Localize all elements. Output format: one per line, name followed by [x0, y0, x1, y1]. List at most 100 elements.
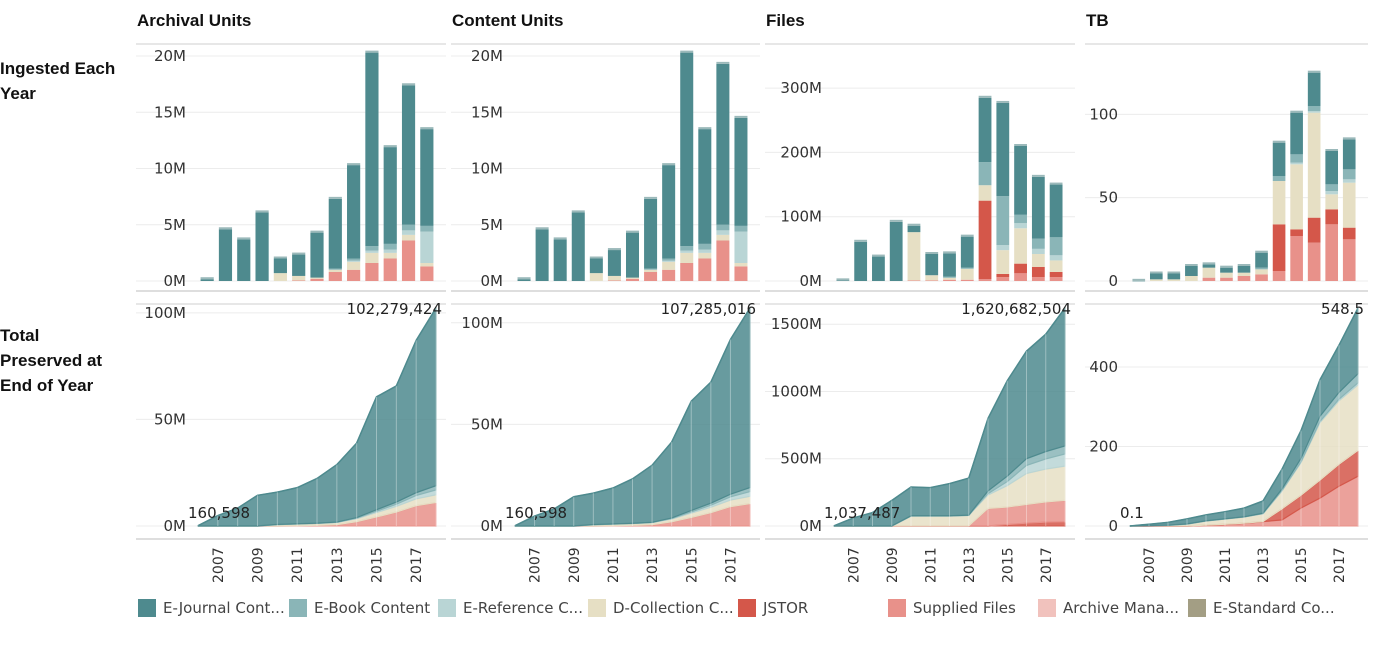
bar-segment-d-collection-c-2016 — [698, 252, 712, 259]
bar-segment-d-collection-c-2017 — [716, 234, 730, 241]
bar-segment-d-collection-c-2016 — [1307, 112, 1321, 218]
bar-segment-e-reference-c-2017 — [1031, 248, 1045, 254]
legend-item-ejournal[interactable]: E-Journal Cont... — [138, 596, 285, 620]
bar-segment-e-journal-cont-2011 — [292, 254, 306, 276]
bar-cap-2015 — [996, 100, 1010, 103]
bar-segment-d-collection-c-2010 — [1202, 267, 1216, 278]
x-tick-label: 2011 — [290, 547, 306, 583]
bar-segment-supplied-files-2012 — [310, 278, 324, 281]
bar-cap-2017 — [401, 83, 416, 86]
bar-cap-2016 — [1014, 144, 1027, 146]
legend-label: JSTOR — [763, 599, 809, 617]
y-tick-label: 100M — [780, 208, 822, 226]
bar-segment-e-journal-cont-2016 — [383, 147, 397, 244]
bar-segment-e-journal-cont-2018 — [1049, 184, 1063, 238]
x-tick-label: 2009 — [1180, 547, 1196, 583]
bar-segment-e-journal-cont-2018 — [1342, 139, 1356, 170]
last-value-label: 548.5 — [1321, 300, 1364, 318]
bar-segment-supplied-files-2014 — [978, 279, 992, 281]
bar-segment-supplied-files-2012 — [943, 279, 956, 281]
x-tick-label: 2009 — [567, 547, 583, 583]
bar-segment-e-journal-cont-2014 — [347, 165, 361, 259]
bar-segment-d-collection-c-2017 — [1031, 254, 1045, 267]
y-tick-label: 5M — [481, 216, 504, 234]
y-tick-label: 10M — [471, 160, 503, 178]
area-line-e-journal-cont — [514, 307, 751, 527]
legend-item-archive-management[interactable]: Archive Mana... — [1038, 596, 1179, 620]
bar-segment-d-collection-c-2007 — [1149, 279, 1163, 281]
y-tick-label: 5M — [164, 216, 187, 234]
bar-segment-e-reference-c-2016 — [1307, 111, 1321, 113]
bar-segment-d-collection-c-2017 — [1325, 194, 1339, 210]
bar-segment-e-journal-cont-2008 — [1167, 273, 1181, 280]
legend-item-jstor[interactable]: JSTOR — [738, 596, 808, 620]
bar-segment-supplied-files-2012 — [625, 278, 640, 281]
bar-segment-e-journal-cont-2013 — [328, 198, 342, 269]
bar-cap-2007 — [1149, 271, 1163, 274]
y-tick-label: 100M — [144, 304, 186, 322]
bar-cap-2012 — [310, 230, 324, 233]
bar-segment-supplied-files-2013 — [1255, 274, 1268, 281]
legend-swatch — [289, 599, 307, 617]
area-panel-2: 0M 500M 1000M 1500M 1,037,487 1,620,682,504 20… — [765, 300, 1075, 583]
legend-item-ebook[interactable]: E-Book Content — [289, 596, 430, 620]
bar-cap-2018 — [420, 127, 434, 130]
bar-cap-2016 — [383, 145, 397, 148]
y-tick-label: 15M — [154, 103, 186, 121]
legend-label: E-Book Content — [314, 599, 431, 617]
bar-segment-e-journal-cont-2006 — [836, 280, 850, 281]
bar-segment-e-journal-cont-2011 — [1220, 267, 1233, 273]
x-tick-label: 2007 — [1142, 547, 1158, 583]
bar-segment-e-journal-cont-2017 — [401, 85, 416, 225]
bar-segment-d-collection-c-2018 — [1049, 260, 1063, 272]
bar-cap-2009 — [889, 219, 903, 222]
bar-segment-e-journal-cont-2007 — [535, 229, 549, 281]
bar-segment-d-collection-c-2015 — [1290, 164, 1303, 230]
bar-segment-d-collection-c-2014 — [978, 185, 992, 201]
legend-item-ereference[interactable]: E-Reference C... — [438, 596, 583, 620]
bar-segment-supplied-files-2018 — [734, 266, 748, 281]
y-tick-label: 0M — [164, 517, 187, 535]
bar-segment-e-journal-cont-2017 — [716, 63, 730, 225]
legend-item-dcollection[interactable]: D-Collection C... — [588, 596, 734, 620]
y-tick-label: 50M — [154, 410, 186, 428]
bar-cap-2018 — [734, 115, 748, 118]
bar-segment-supplied-files-2017 — [1325, 224, 1339, 281]
bar-segment-e-journal-cont-2008 — [553, 239, 567, 281]
legend-item-estandard[interactable]: E-Standard Co... — [1188, 596, 1335, 620]
bar-segment-d-collection-c-2013 — [960, 268, 974, 280]
bar-cap-2006 — [1132, 278, 1146, 281]
x-tick-label: 2009 — [251, 547, 267, 583]
bar-segment-supplied-files-2018 — [420, 266, 434, 281]
bar-panel-0: 0M 5M 10M 15M 20M — [136, 43, 446, 292]
bar-segment-e-journal-cont-2012 — [625, 232, 640, 278]
bar-segment-e-journal-cont-2014 — [978, 97, 992, 163]
bar-segment-d-collection-c-2017 — [401, 234, 416, 241]
bar-segment-e-reference-c-2018 — [420, 231, 434, 263]
bar-segment-e-book-content-2014 — [978, 162, 992, 186]
x-tick-label: 2009 — [885, 547, 901, 583]
bar-segment-supplied-files-2016 — [383, 258, 397, 281]
y-tick-label: 200M — [780, 143, 822, 161]
legend-swatch — [138, 599, 156, 617]
bar-segment-e-journal-cont-2017 — [1325, 151, 1339, 185]
x-tick-label: 2017 — [1039, 547, 1055, 583]
bar-segment-supplied-files-2017 — [716, 240, 730, 281]
x-tick-label: 2011 — [1218, 547, 1234, 583]
y-tick-label: 10M — [154, 160, 186, 178]
bar-segment-e-reference-c-2018 — [1049, 255, 1063, 261]
y-tick-label: 20M — [471, 47, 503, 65]
bar-segment-d-collection-c-2012 — [310, 277, 324, 279]
bar-cap-2010 — [589, 256, 603, 259]
bar-cap-2015 — [680, 50, 694, 53]
bar-cap-2014 — [1272, 140, 1286, 143]
bar-segment-e-reference-c-2016 — [1014, 223, 1027, 229]
y-tick-label: 50 — [1099, 189, 1118, 207]
legend-item-supplied-files[interactable]: Supplied Files — [888, 596, 1016, 620]
bar-segment-e-journal-cont-2012 — [310, 232, 324, 278]
column-title-archival-units: Archival Units — [137, 11, 251, 30]
bar-cap-2008 — [872, 254, 885, 257]
bar-segment-e-book-content-2017 — [401, 224, 416, 231]
bar-cap-2018 — [1049, 182, 1063, 185]
x-tick-label: 2011 — [923, 547, 939, 583]
